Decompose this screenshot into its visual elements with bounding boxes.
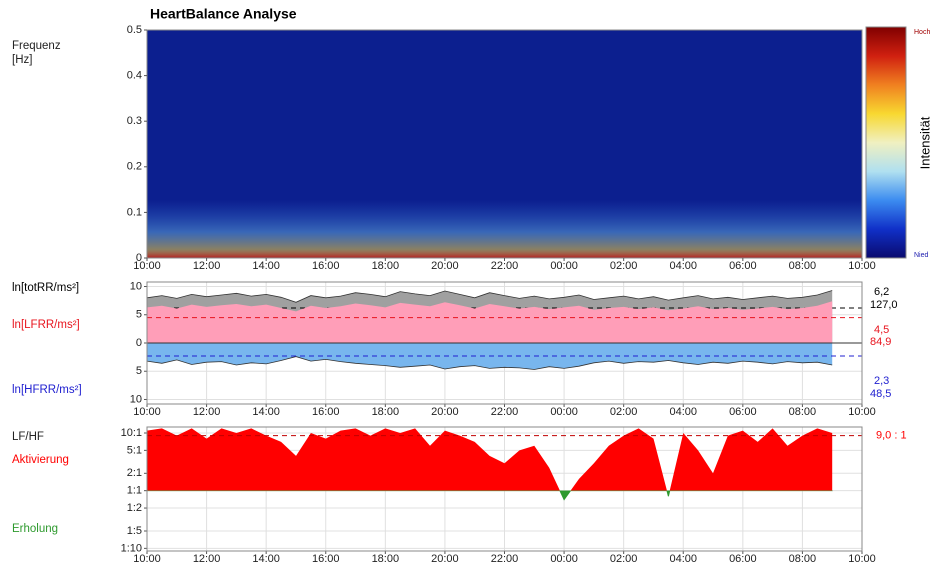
y-tick-label: 0: [136, 337, 142, 349]
y-tick-label: 5:1: [127, 444, 142, 456]
y-tick-label: 2:1: [127, 467, 142, 479]
y-tick-label: 0.3: [127, 115, 142, 127]
x-tick-label: 22:00: [491, 260, 519, 272]
x-tick-label: 10:00: [133, 260, 161, 272]
y-tick-label: 1:2: [127, 502, 142, 514]
x-tick-label: 04:00: [669, 553, 697, 565]
y-tick-label: 0.2: [127, 161, 142, 173]
x-tick-label: 16:00: [312, 553, 340, 565]
y-tick-label: 1:1: [127, 485, 142, 497]
x-tick-label: 10:00: [848, 406, 876, 418]
x-tick-label: 06:00: [729, 553, 757, 565]
mean-label: 4,5: [874, 324, 889, 336]
x-tick-label: 14:00: [252, 260, 280, 272]
x-tick-label: 06:00: [729, 406, 757, 418]
lower-label: Erholung: [12, 523, 58, 535]
page: HeartBalance Analyse Frequenz [Hz] LF/HF…: [0, 0, 932, 566]
x-tick-label: 10:00: [133, 406, 161, 418]
x-tick-label: 08:00: [789, 406, 817, 418]
x-tick-label: 18:00: [372, 406, 400, 418]
colorbar-low: Nied: [914, 252, 929, 259]
y-axis-label: LF/HF: [12, 431, 44, 443]
x-tick-label: 20:00: [431, 553, 459, 565]
y-axis-label: [Hz]: [12, 54, 32, 66]
colorbar-label: Intensität: [917, 116, 932, 169]
series-label: ln[LFRR/ms²]: [12, 319, 80, 331]
x-tick-label: 12:00: [193, 406, 221, 418]
chart: HeartBalance Analyse Frequenz [Hz] LF/HF…: [0, 0, 932, 566]
power-label: 84,9: [870, 336, 891, 348]
y-tick-label: 0.5: [127, 24, 142, 36]
mean-label: 2,3: [874, 375, 889, 387]
y-tick-label: 5: [136, 365, 142, 377]
y-tick-label: 0.1: [127, 206, 142, 218]
spectrogram-low-band: [147, 200, 862, 258]
y-tick-label: 1:5: [127, 525, 142, 537]
x-tick-label: 10:00: [848, 260, 876, 272]
x-tick-label: 00:00: [550, 260, 578, 272]
x-tick-label: 00:00: [550, 406, 578, 418]
series-label: ln[totRR/ms²]: [12, 282, 79, 294]
mean-label: 6,2: [874, 286, 889, 298]
x-tick-label: 22:00: [491, 406, 519, 418]
upper-label: Aktivierung: [12, 454, 69, 466]
x-tick-label: 08:00: [789, 260, 817, 272]
x-tick-label: 20:00: [431, 260, 459, 272]
x-tick-label: 20:00: [431, 406, 459, 418]
y-tick-label: 10:1: [121, 427, 142, 439]
x-tick-label: 18:00: [372, 553, 400, 565]
x-tick-label: 12:00: [193, 260, 221, 272]
y-tick-label: 5: [136, 309, 142, 321]
x-tick-label: 14:00: [252, 553, 280, 565]
x-tick-label: 16:00: [312, 406, 340, 418]
x-tick-label: 22:00: [491, 553, 519, 565]
series-label: ln[HFRR/ms²]: [12, 384, 82, 396]
y-tick-label: 10: [130, 280, 142, 292]
colorbar: [866, 27, 906, 258]
x-tick-label: 18:00: [372, 260, 400, 272]
x-tick-label: 12:00: [193, 553, 221, 565]
power-label: 127,0: [870, 299, 898, 311]
x-tick-label: 14:00: [252, 406, 280, 418]
colorbar-high: Hoch: [914, 29, 930, 36]
y-tick-label: 0.4: [127, 70, 142, 82]
x-tick-label: 10:00: [848, 553, 876, 565]
y-axis-label: Frequenz: [12, 40, 61, 52]
power-label: 48,5: [870, 388, 891, 400]
mean-label: 9,0 : 1: [876, 430, 907, 442]
x-tick-label: 02:00: [610, 553, 638, 565]
x-tick-label: 02:00: [610, 260, 638, 272]
x-tick-label: 06:00: [729, 260, 757, 272]
x-tick-label: 16:00: [312, 260, 340, 272]
x-tick-label: 04:00: [669, 406, 697, 418]
x-tick-label: 08:00: [789, 553, 817, 565]
x-tick-label: 00:00: [550, 553, 578, 565]
x-tick-label: 04:00: [669, 260, 697, 272]
y-tick-label: 10: [130, 393, 142, 405]
x-tick-label: 02:00: [610, 406, 638, 418]
chart-title: HeartBalance Analyse: [150, 6, 297, 22]
x-tick-label: 10:00: [133, 553, 161, 565]
